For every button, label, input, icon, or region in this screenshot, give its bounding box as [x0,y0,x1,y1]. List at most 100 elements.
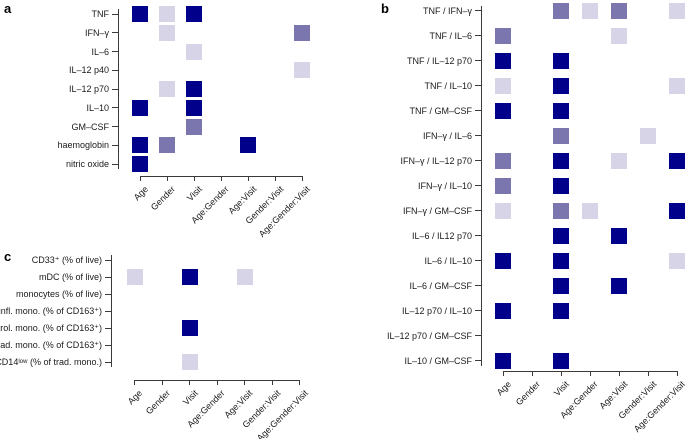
significance-cell-medium [294,24,310,41]
significance-cell-medium [553,2,569,19]
row-label: IL–12 p70 / IL–10 [401,305,472,316]
row-label: nitric oxide [65,159,109,169]
significance-cell-medium [553,127,569,144]
y-tick [112,88,118,90]
y-tick [112,32,118,34]
y-tick [105,259,111,261]
y-tick [475,335,481,336]
significance-cell-light [181,354,198,370]
column-label: Age [126,388,145,407]
column-label: Visit [552,379,572,398]
y-tick [105,276,111,278]
column-label: Age:Gender:Visit [257,184,313,240]
column-label: Visit [180,388,200,407]
y-axis-line-a [118,9,119,169]
column-label: Age [131,184,151,203]
significance-cell-light [159,6,175,22]
y-tick [112,126,118,127]
x-tick [220,176,222,181]
row-label: IL–10 [86,102,109,113]
row-label: IFN–γ / IL–6 [422,130,472,141]
x-tick [247,176,249,181]
y-tick [475,310,481,311]
row-label: IL–12 p70 / GM–CSF [386,330,472,341]
y-tick [112,144,118,146]
significance-cell-medium [495,177,511,194]
significance-cell-light [495,77,511,94]
x-tick [166,176,168,181]
significance-cell-dark [553,227,569,244]
x-tick [216,380,218,385]
panel-c-letter: c [4,249,12,264]
column-label: Age:Gender:Visit [632,379,685,435]
significance-cell-light [640,127,656,144]
significance-cell-medium [159,137,175,154]
significance-cell-dark [495,52,511,69]
panel-b-letter: b [381,1,389,16]
row-label: IFN–γ / GM–CSF [402,205,472,216]
significance-cell-dark [495,252,511,269]
column-label: Age [494,379,514,398]
column-label: Visit [185,184,205,203]
significance-cell-light [186,43,202,60]
y-tick [112,13,118,15]
x-tick [189,380,190,385]
significance-cell-light [159,24,175,41]
significance-cell-dark [132,156,148,172]
x-tick [502,371,504,376]
row-label: TNF / IL–12 p70 [406,55,472,66]
significance-cell-light [669,77,685,94]
row-label: patrol. mono. (% of CD163⁺) [0,323,102,333]
significance-cell-dark [669,202,685,219]
significance-cell-dark [553,352,569,369]
row-label: IL–6 [91,46,109,57]
column-label: Gender [148,184,178,213]
significance-cell-medium [611,2,627,19]
significance-cell-dark [553,277,569,294]
significance-cell-light [582,202,598,219]
y-tick [475,85,481,86]
significance-cell-medium [495,152,511,169]
significance-cell-dark [181,320,198,336]
y-tick [105,293,111,295]
significance-cell-dark [186,99,202,116]
significance-cell-dark [495,352,511,369]
x-tick [301,176,303,181]
y-tick [112,107,118,109]
row-label: TNF / IFN–γ [423,5,472,16]
x-tick [274,176,276,181]
x-tick [647,371,649,376]
y-tick [105,310,111,312]
y-tick [475,35,481,36]
row-label: GM–CSF [71,121,109,132]
x-tick [161,380,163,385]
x-tick [271,380,273,385]
significance-cell-light [669,2,685,19]
significance-cell-dark [181,269,198,285]
significance-cell-light [126,269,143,285]
y-tick [112,163,118,165]
row-label: IL–6 / GM–CSF [409,280,472,291]
significance-cell-dark [553,177,569,194]
significance-cell-dark [611,277,627,294]
row-label: TNF / IL–10 [424,80,472,91]
row-label: TNF / IL–6 [429,30,472,41]
significance-cell-dark [553,252,569,269]
x-tick [299,380,300,385]
y-axis-line-c [111,255,112,367]
x-tick [193,176,195,181]
row-label: IL–12 p70 [68,84,109,94]
y-tick [475,235,481,236]
row-label: TNF [91,9,110,19]
row-label: IFN–γ / IL–12 p70 [400,155,472,166]
row-label: IL–10 / GM–CSF [404,355,472,366]
x-tick [560,371,562,376]
x-tick [139,176,141,181]
row-label: TNF / GM–CSF [409,105,473,116]
row-label: IL–6 / IL12 p70 [411,230,472,241]
significance-cell-dark [611,227,627,244]
y-tick [475,260,481,261]
y-tick [475,285,481,286]
significance-cell-medium [186,118,202,135]
